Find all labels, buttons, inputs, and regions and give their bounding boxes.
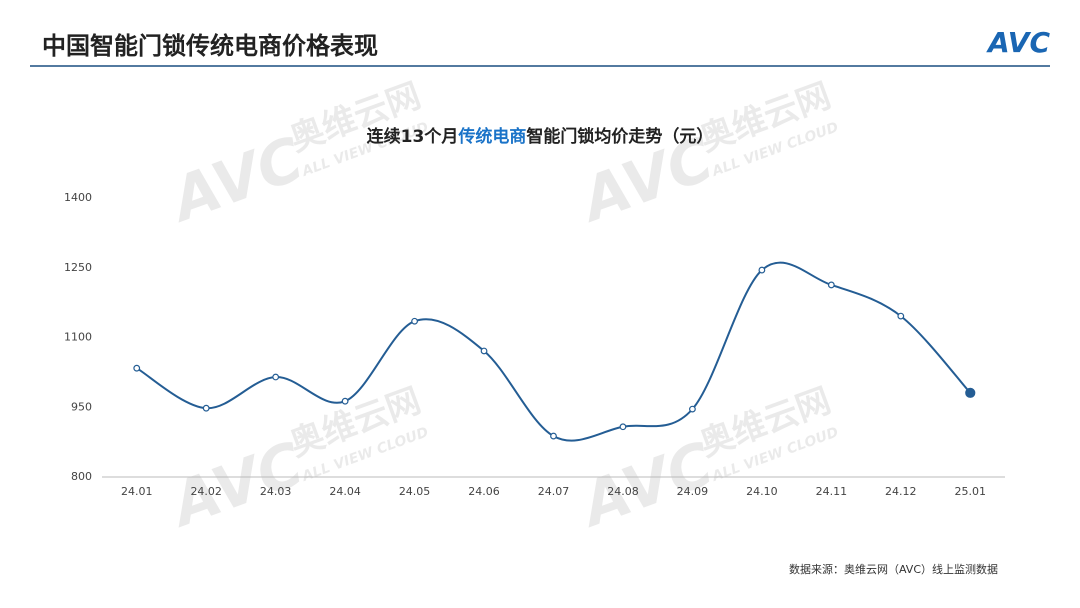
y-tick-label: 1250 xyxy=(64,261,92,274)
chart-title: 连续13个月传统电商智能门锁均价走势（元） xyxy=(367,126,714,147)
x-tick-label: 24.05 xyxy=(399,485,431,498)
point xyxy=(411,317,418,325)
point xyxy=(133,364,141,372)
point xyxy=(480,347,488,355)
page-title: 中国智能门锁传统电商价格表现 xyxy=(42,32,378,60)
title-highlight: 传统电商 xyxy=(457,126,526,147)
logo: AVC xyxy=(986,26,1050,59)
x-tick-label: 24.08 xyxy=(607,485,639,498)
title-part: 智能门锁均价走势（元） xyxy=(526,126,713,147)
x-tick-label: 24.06 xyxy=(468,485,500,498)
x-tick-label: 24.03 xyxy=(260,485,292,498)
line xyxy=(136,261,972,442)
point xyxy=(965,387,976,398)
x-tick-label: 24.07 xyxy=(538,485,570,498)
point xyxy=(202,404,210,412)
watermark-logo: AVC xyxy=(160,124,313,237)
title-part: 连续13个月 xyxy=(367,126,459,147)
y-tick-label: 950 xyxy=(71,400,92,413)
point xyxy=(689,405,696,413)
point xyxy=(272,373,280,381)
source-note: 数据来源：奥维云网（AVC）线上监测数据 xyxy=(789,562,998,576)
x-tick-label: 24.11 xyxy=(816,485,848,498)
x-tick-label: 24.04 xyxy=(329,485,361,498)
point xyxy=(341,397,349,405)
x-tick-label: 24.01 xyxy=(121,485,153,498)
point xyxy=(619,423,627,431)
point xyxy=(827,281,835,289)
x-tick-label: 24.09 xyxy=(677,485,709,498)
x-tick-label: 24.10 xyxy=(746,485,778,498)
x-tick-label: 24.12 xyxy=(885,485,917,498)
y-tick-label: 1100 xyxy=(64,331,92,344)
y-tick-label: 800 xyxy=(71,470,92,483)
point xyxy=(550,432,557,440)
point xyxy=(897,312,905,320)
point xyxy=(758,266,766,274)
x-tick-label: 25.01 xyxy=(955,485,987,498)
y-tick-label: 1400 xyxy=(64,191,92,204)
x-tick-label: 24.02 xyxy=(190,485,222,498)
